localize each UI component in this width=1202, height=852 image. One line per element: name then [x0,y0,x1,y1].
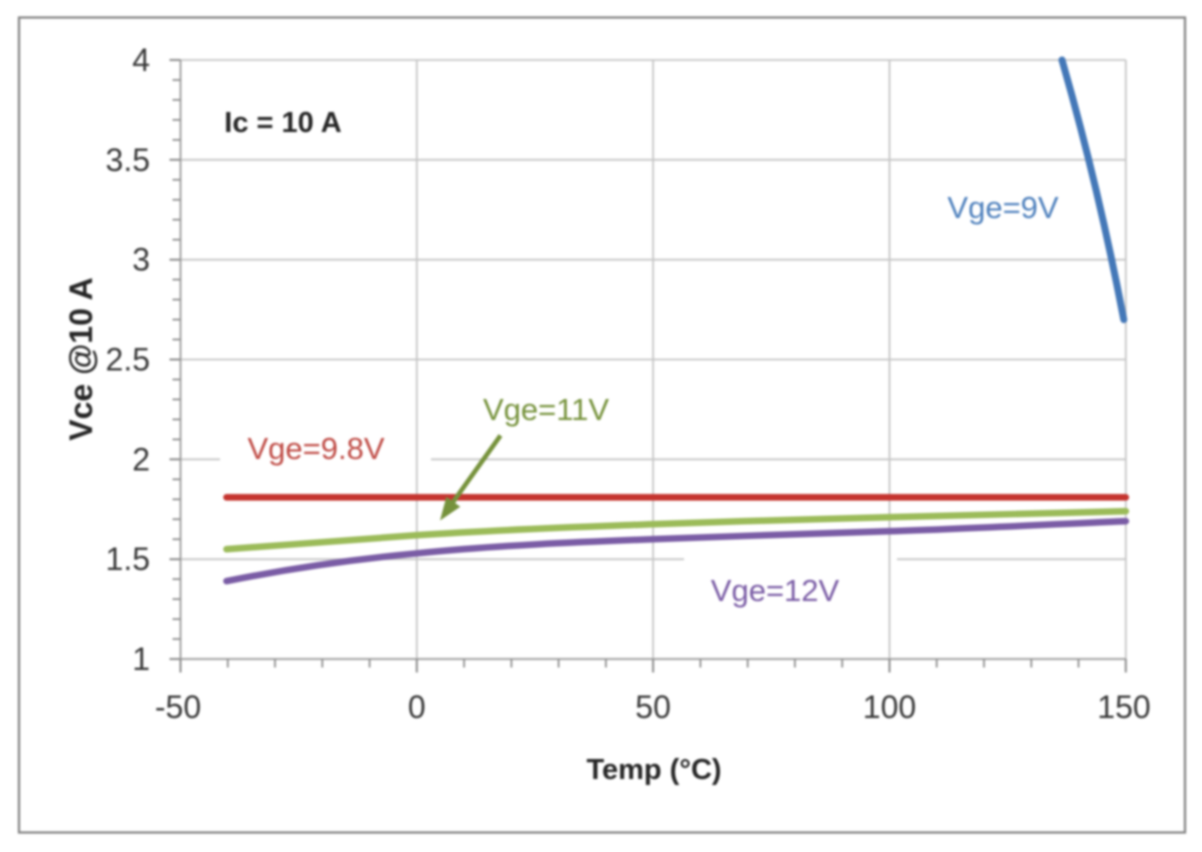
svg-text:2: 2 [132,441,150,477]
svg-text:Temp (°C): Temp (°C) [586,754,721,786]
svg-text:4: 4 [132,42,150,78]
svg-text:50: 50 [635,689,671,725]
svg-text:Vge=12V: Vge=12V [711,573,840,608]
svg-text:2.5: 2.5 [106,342,150,378]
svg-text:-50: -50 [155,689,201,725]
svg-text:Vge=11V: Vge=11V [483,392,609,427]
svg-text:3.5: 3.5 [106,142,150,178]
svg-text:1.5: 1.5 [106,541,150,577]
svg-text:100: 100 [863,689,916,725]
svg-text:1: 1 [132,641,150,677]
svg-text:Vge=9.8V: Vge=9.8V [247,431,384,466]
svg-text:3: 3 [132,242,150,278]
svg-text:Vge=9V: Vge=9V [947,190,1059,225]
svg-text:Vce @10 A: Vce @10 A [63,277,99,440]
svg-text:0: 0 [408,689,426,725]
svg-text:150: 150 [1097,689,1150,725]
svg-text:Ic = 10 A: Ic = 10 A [224,107,341,139]
